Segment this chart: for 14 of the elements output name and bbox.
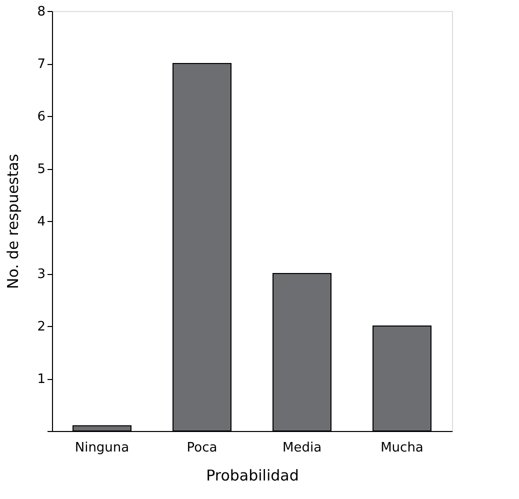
x-axis-title: Probabilidad <box>206 466 299 484</box>
y-tick-label: 4 <box>37 214 46 230</box>
y-tick-label: 3 <box>37 267 46 282</box>
x-tick-label: Media <box>282 440 322 456</box>
y-tick-label: 1 <box>37 372 46 387</box>
x-tick-label: Mucha <box>380 440 424 456</box>
y-tick-label: 2 <box>37 320 46 334</box>
y-axis-title: No. de respuestas <box>4 154 22 290</box>
y-tick-label: 8 <box>37 4 46 20</box>
y-tick-label: 7 <box>37 57 46 72</box>
x-tick-label: Ninguna <box>74 440 130 456</box>
y-tick-label: 6 <box>37 110 46 124</box>
y-tick-label: 5 <box>37 162 46 177</box>
x-tick-label: Poca <box>186 440 218 456</box>
